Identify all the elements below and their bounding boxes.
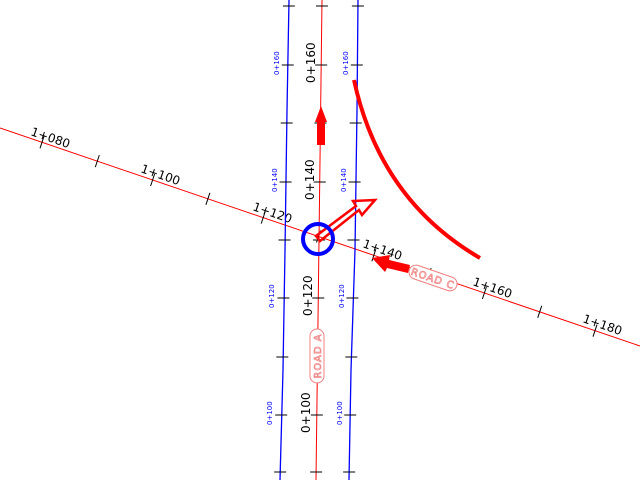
road-a-left-offset[interactable] xyxy=(279,0,290,480)
left-offset-station-label: 0+160 xyxy=(273,51,281,75)
road-c-station-label: 1+120 xyxy=(251,200,294,226)
road-c-station-label: 1+100 xyxy=(139,162,182,188)
right-offset-station-label: 0+140 xyxy=(340,168,348,192)
right-offset-station-label: 0+160 xyxy=(342,51,350,75)
road-a-station-label: 0+120 xyxy=(301,275,315,316)
left-offset-station-label: 0+120 xyxy=(268,284,276,308)
intersection-circle-icon[interactable] xyxy=(301,222,335,256)
road-a-tag[interactable]: ROAD A xyxy=(309,328,325,384)
road-c-station-label: 1+080 xyxy=(29,125,72,151)
direction-arrow-up-icon[interactable] xyxy=(315,106,327,145)
road-c-tick xyxy=(592,324,598,337)
road-c-alignment[interactable] xyxy=(0,127,640,347)
road-c-tick xyxy=(537,305,543,318)
right-offset-station-label: 0+100 xyxy=(336,401,344,425)
direction-arrow-northeast-icon[interactable] xyxy=(314,198,378,243)
right-offset-station-label: 0+120 xyxy=(338,284,346,308)
road-a-station-label: 0+160 xyxy=(304,42,318,83)
road-a-right-offset[interactable] xyxy=(348,0,359,480)
road-c-tick xyxy=(371,249,377,262)
road-c-tick xyxy=(260,211,266,224)
road-a-station-label: 0+140 xyxy=(303,159,317,200)
left-offset-station-label: 0+140 xyxy=(271,168,279,192)
road-c-tick xyxy=(481,286,487,300)
direction-arrow-west-icon[interactable] xyxy=(372,255,410,273)
left-offset-station-label: 0+100 xyxy=(266,401,274,425)
road-a-name: ROAD A xyxy=(313,333,324,378)
road-c-station-label: 1+180 xyxy=(581,312,624,338)
road-c-tick xyxy=(39,136,45,149)
road-c-tick xyxy=(205,192,211,205)
road-c-station-label: 1+160 xyxy=(471,275,514,301)
road-c-tick xyxy=(150,173,156,187)
road-c-tick xyxy=(94,154,100,168)
road-c-tag[interactable]: ROAD C xyxy=(407,263,459,293)
curb-return-curve-icon[interactable] xyxy=(352,79,482,260)
road-a-station-label: 0+100 xyxy=(299,392,313,433)
